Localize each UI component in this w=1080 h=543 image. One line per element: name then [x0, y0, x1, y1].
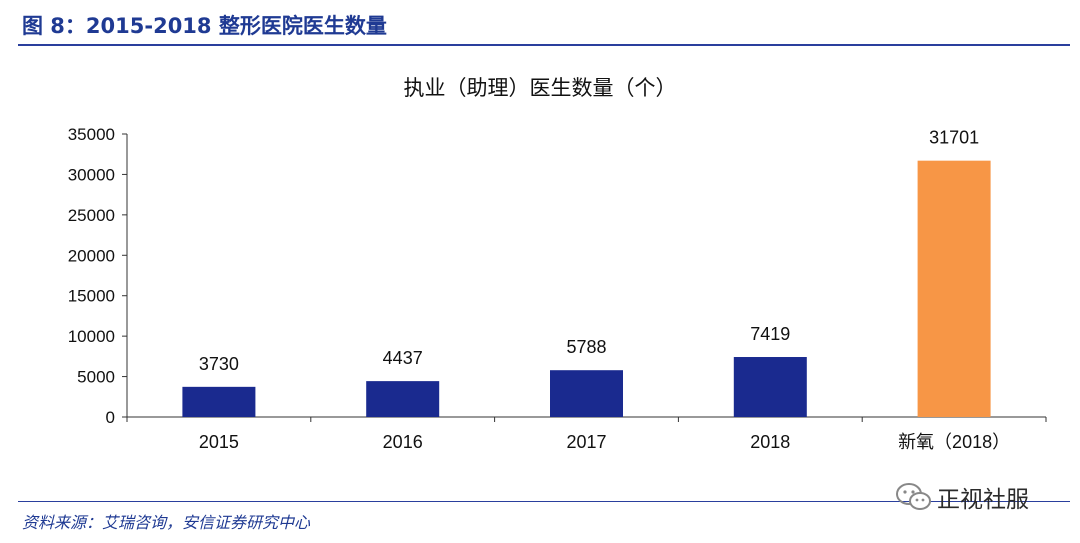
data-label: 3730 — [199, 354, 239, 374]
y-tick-label: 5000 — [77, 368, 115, 387]
y-tick-label: 30000 — [68, 165, 115, 184]
y-axis: 0 5000 10000 15000 20000 25000 30000 35000 — [68, 125, 128, 427]
figure-title: 图 8：2015-2018 整形医院医生数量 — [22, 14, 387, 38]
y-tick-label: 20000 — [68, 246, 115, 265]
x-tick-label: 2018 — [750, 432, 790, 452]
y-tick-label: 25000 — [68, 206, 115, 225]
bar — [733, 357, 807, 417]
bottom-divider — [18, 501, 1070, 502]
wechat-icon — [895, 482, 933, 512]
top-divider — [18, 44, 1070, 46]
x-tick-label: 2017 — [566, 432, 606, 452]
x-tick-label: 新氧（2018） — [898, 432, 1010, 452]
data-label: 31701 — [929, 128, 979, 148]
y-tick-label: 15000 — [68, 287, 115, 306]
watermark-text: 正视社服 — [937, 487, 1029, 513]
y-tick-label: 0 — [106, 408, 115, 427]
data-label: 4437 — [383, 348, 423, 368]
y-tick-label: 10000 — [68, 327, 115, 346]
data-label: 5788 — [566, 337, 606, 357]
watermark: 正视社服 — [895, 480, 1029, 514]
x-axis: 2015 2016 2017 2018 新氧（2018） — [126, 416, 1047, 452]
bars — [182, 160, 991, 417]
y-tick-label: 35000 — [68, 125, 115, 144]
chart-title: 执业（助理）医生数量（个） — [404, 77, 677, 100]
bar-chart: 执业（助理）医生数量（个） 0 5000 10000 15000 20000 25000 3… — [68, 77, 1047, 452]
data-label: 7419 — [750, 324, 790, 344]
bar — [182, 386, 256, 417]
x-tick-label: 2016 — [383, 432, 423, 452]
bar — [917, 160, 991, 417]
x-tick-label: 2015 — [199, 432, 239, 452]
data-labels: 3730 4437 5788 7419 31701 — [199, 128, 979, 374]
bar — [366, 381, 440, 417]
bar — [550, 370, 623, 417]
source-note: 资料来源：艾瑞咨询，安信证券研究中心 — [22, 513, 311, 532]
